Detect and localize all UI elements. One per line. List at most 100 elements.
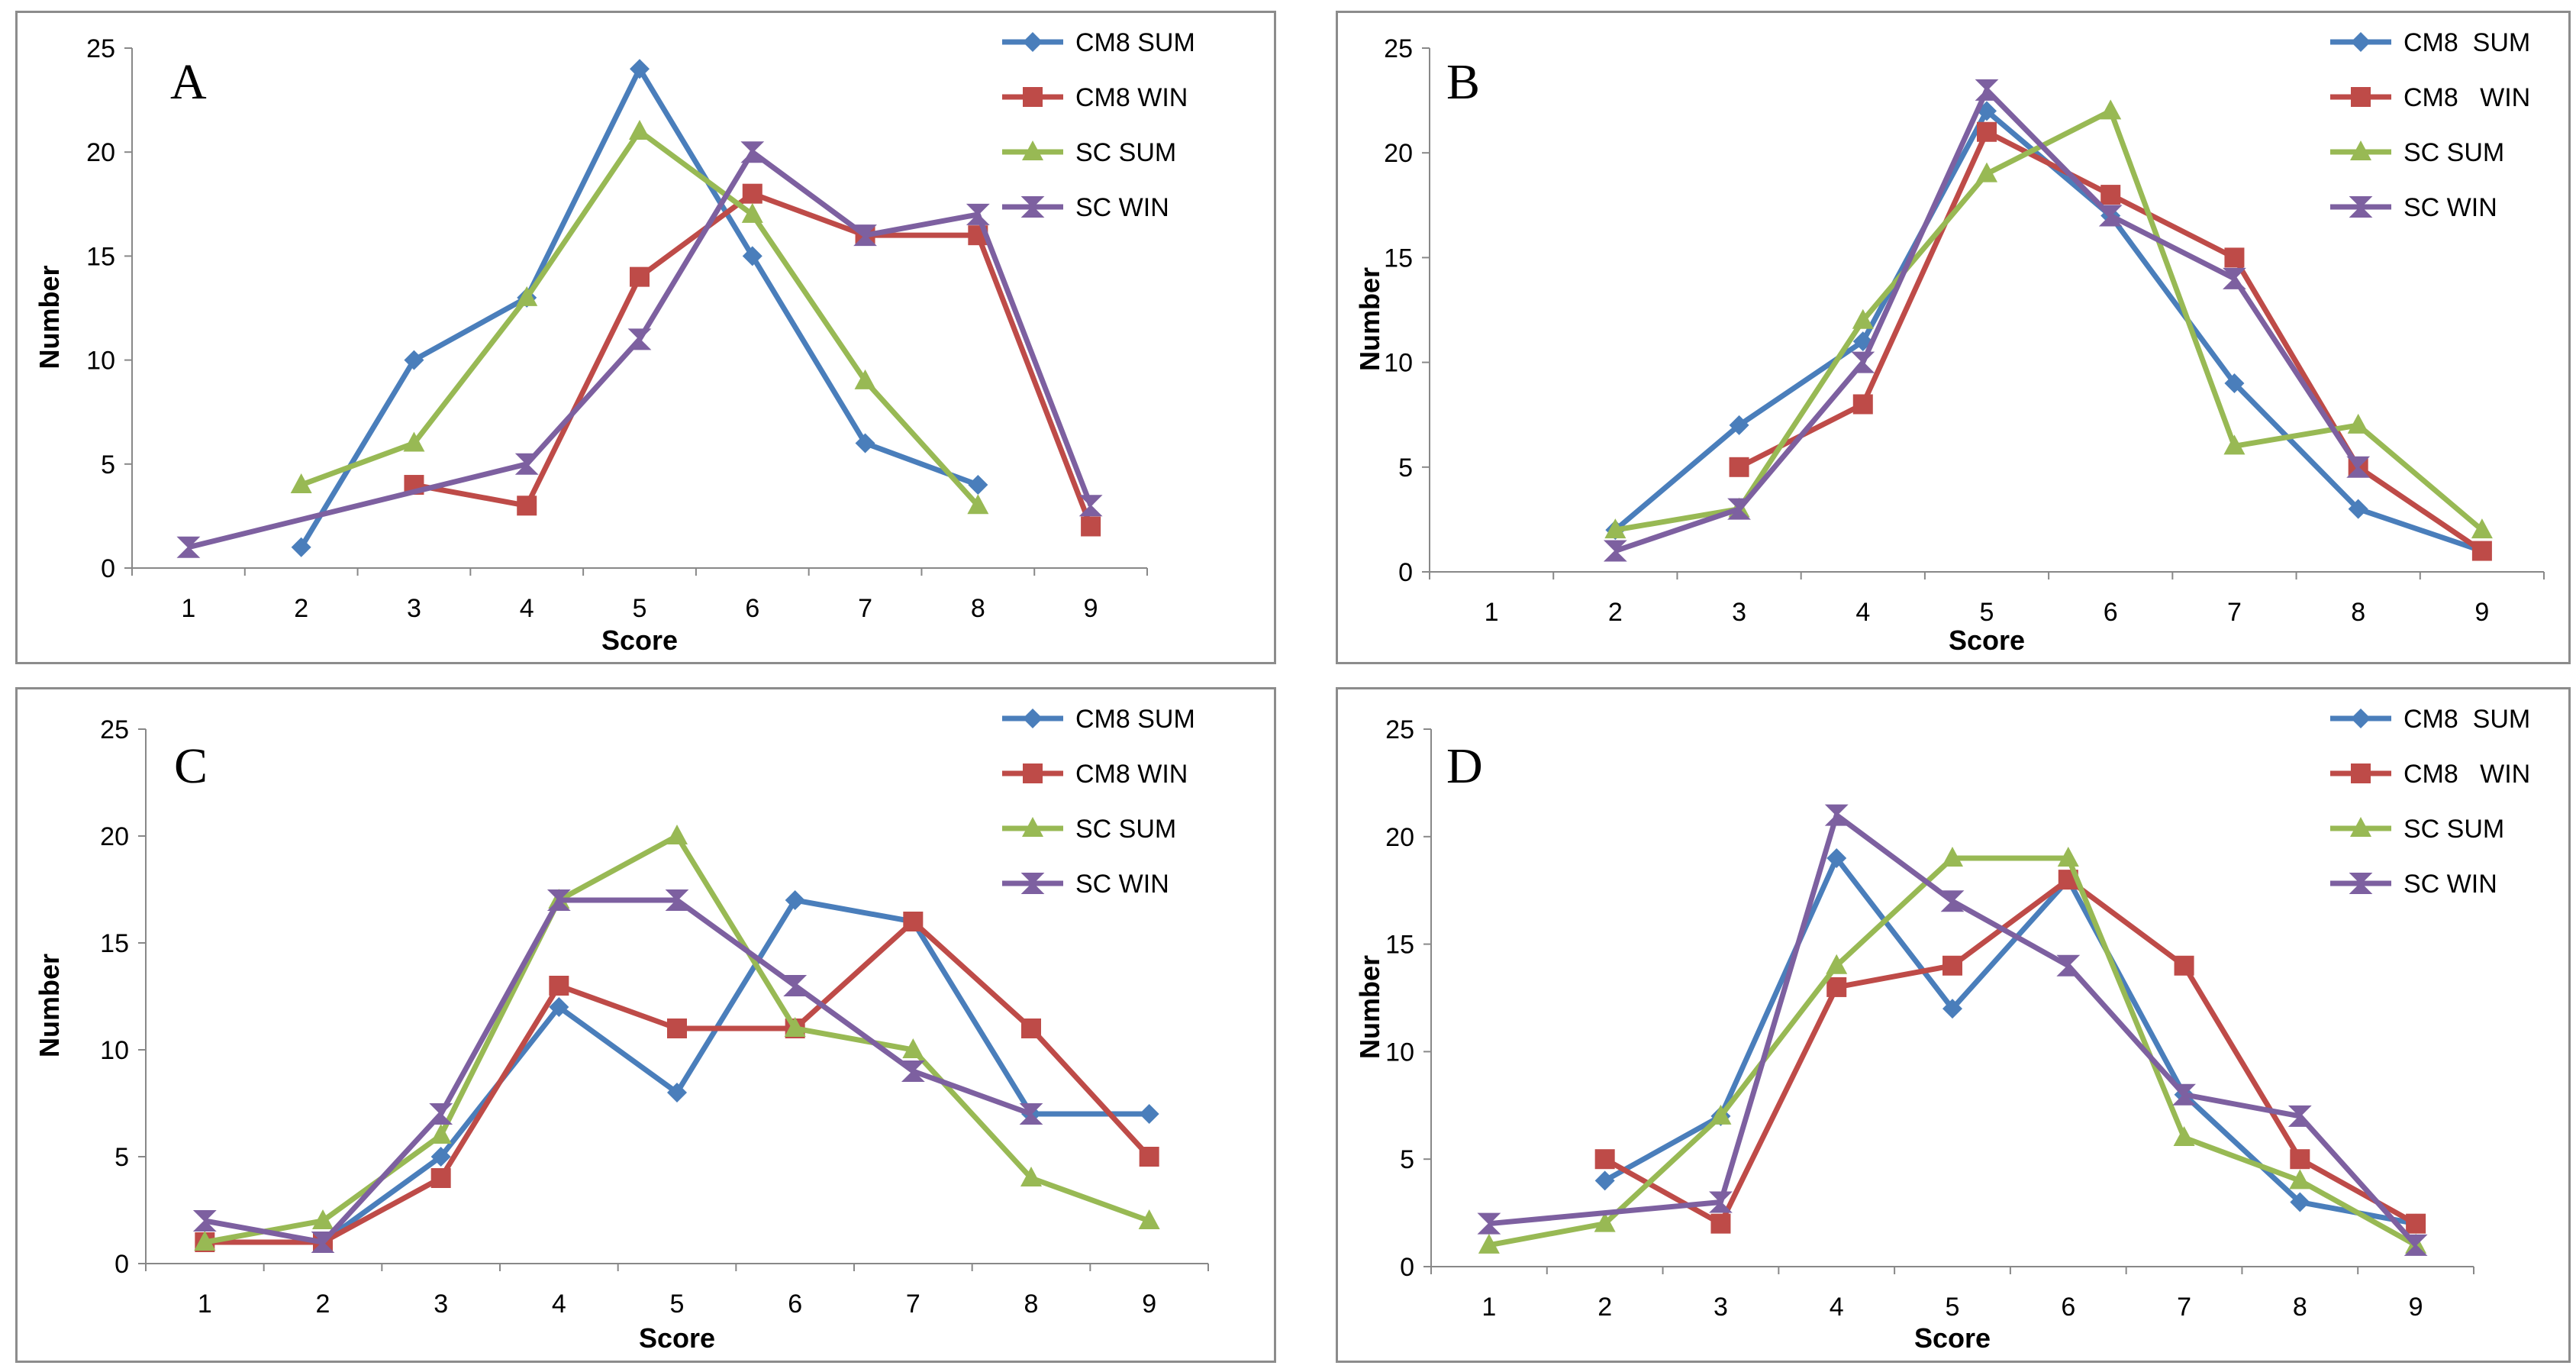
data-point	[741, 202, 763, 223]
data-point	[854, 369, 876, 389]
y-tick-label: 10	[1384, 349, 1413, 378]
data-point	[2287, 1105, 2312, 1127]
legend-marker	[1023, 32, 1043, 52]
data-point	[290, 473, 312, 494]
legend-marker	[2349, 196, 2373, 218]
data-point	[1081, 516, 1101, 537]
x-tick-label: 5	[1946, 1293, 1960, 1322]
data-point	[430, 1168, 451, 1188]
data-point	[1019, 1103, 1043, 1125]
data-point	[2290, 1149, 2310, 1170]
data-point	[2348, 499, 2368, 519]
y-axis-title: Number	[34, 265, 65, 369]
data-point	[1594, 1170, 1615, 1191]
data-point	[1594, 1212, 1616, 1232]
legend-label: SC WIN	[2404, 870, 2497, 899]
data-point	[404, 350, 424, 370]
panel-letter: C	[174, 738, 208, 794]
data-point	[176, 536, 201, 558]
legend-marker	[2351, 763, 2371, 783]
series-line	[1488, 812, 2418, 1248]
x-tick-label: 5	[633, 594, 647, 623]
x-tick-label: 4	[1855, 598, 1870, 627]
data-point	[630, 266, 650, 287]
data-point	[1727, 498, 1751, 520]
y-tick-label: 15	[100, 929, 129, 958]
data-point	[967, 494, 989, 515]
chart-panel-b: 0 5 10 15 20 25 1 2 3 4 5 6 7 8 9 Score Number B CM8 SUM CM…	[1336, 11, 2571, 664]
data-point	[1852, 394, 1873, 415]
chart-svg: 0 5 10 15 20 25 1 2 3 4 5 6 7 8 9 Score Number C CM8 SUM CM…	[34, 705, 1209, 1354]
data-point	[549, 997, 569, 1017]
data-point	[546, 889, 571, 911]
panel-letter: A	[170, 54, 207, 110]
data-point	[429, 1103, 453, 1125]
data-point	[1826, 954, 1848, 974]
legend-label: CM8 WIN	[1075, 760, 1188, 789]
chart-svg: 0 5 10 15 20 25 1 2 3 4 5 6 7 8 9 Score Number B CM8 SUM CM…	[1354, 28, 2545, 656]
data-point	[1078, 495, 1103, 517]
y-tick-label: 5	[1398, 454, 1413, 483]
data-point	[1604, 518, 1627, 539]
x-tick-label: 6	[2061, 1293, 2075, 1322]
data-point	[742, 246, 762, 266]
x-tick-label: 5	[670, 1290, 685, 1319]
data-point	[784, 1017, 806, 1037]
data-point	[1940, 890, 1965, 912]
data-point	[1594, 1149, 1615, 1170]
legend-marker	[1023, 709, 1043, 728]
data-point	[2223, 434, 2246, 455]
data-point	[1139, 1104, 1159, 1124]
x-tick-label: 2	[1598, 1293, 1612, 1322]
data-point	[2404, 1234, 2428, 1256]
panel-letter: D	[1446, 738, 1483, 794]
data-point	[1477, 1212, 1501, 1235]
y-tick-label: 20	[100, 822, 129, 851]
y-tick-label: 15	[86, 242, 115, 271]
data-point	[1020, 1167, 1042, 1186]
data-point	[2172, 1083, 2196, 1106]
series-line	[204, 897, 1033, 1245]
x-tick-label: 7	[906, 1290, 920, 1319]
legend-marker	[1023, 87, 1043, 107]
x-tick-label: 3	[434, 1290, 448, 1319]
x-tick-label: 9	[2474, 598, 2489, 627]
series-line	[298, 66, 979, 549]
data-point	[311, 1232, 335, 1253]
x-tick-label: 2	[1608, 598, 1623, 627]
data-point	[903, 912, 924, 931]
legend-marker	[2351, 32, 2371, 52]
x-tick-label: 2	[294, 594, 308, 623]
data-point	[1851, 351, 1875, 373]
series-line	[1488, 855, 2417, 1248]
x-tick-label: 5	[1980, 598, 1994, 627]
x-tick-label: 9	[2409, 1293, 2423, 1322]
legend-marker	[2350, 817, 2371, 837]
x-tick-label: 7	[858, 594, 872, 623]
data-point	[1824, 804, 1849, 826]
data-point	[2347, 413, 2369, 434]
data-point	[1977, 121, 1997, 142]
x-tick-label: 1	[181, 594, 195, 623]
data-point	[2100, 99, 2122, 120]
data-point	[1975, 79, 1999, 101]
series-line	[1603, 855, 2416, 1227]
legend-label: SC SUM	[1075, 138, 1176, 167]
data-point	[630, 59, 650, 79]
y-tick-label: 25	[86, 34, 115, 63]
y-axis-title: Number	[1354, 267, 1385, 371]
y-tick-label: 0	[1400, 1253, 1414, 1282]
data-point	[1942, 999, 1962, 1019]
data-point	[1710, 1213, 1731, 1234]
x-tick-label: 4	[1830, 1293, 1844, 1322]
x-tick-label: 2	[316, 1290, 330, 1319]
data-point	[549, 976, 569, 996]
data-point	[783, 975, 808, 996]
x-axis-title: Score	[1914, 1322, 1991, 1354]
legend-marker	[1020, 196, 1045, 218]
data-point	[2289, 1169, 2311, 1190]
y-tick-label: 25	[1385, 715, 1414, 744]
data-point	[192, 1210, 217, 1232]
legend-label: SC SUM	[2404, 138, 2504, 167]
chart-panel-c: 0 5 10 15 20 25 1 2 3 4 5 6 7 8 9 Score Number C CM8 SUM CM…	[15, 687, 1276, 1363]
